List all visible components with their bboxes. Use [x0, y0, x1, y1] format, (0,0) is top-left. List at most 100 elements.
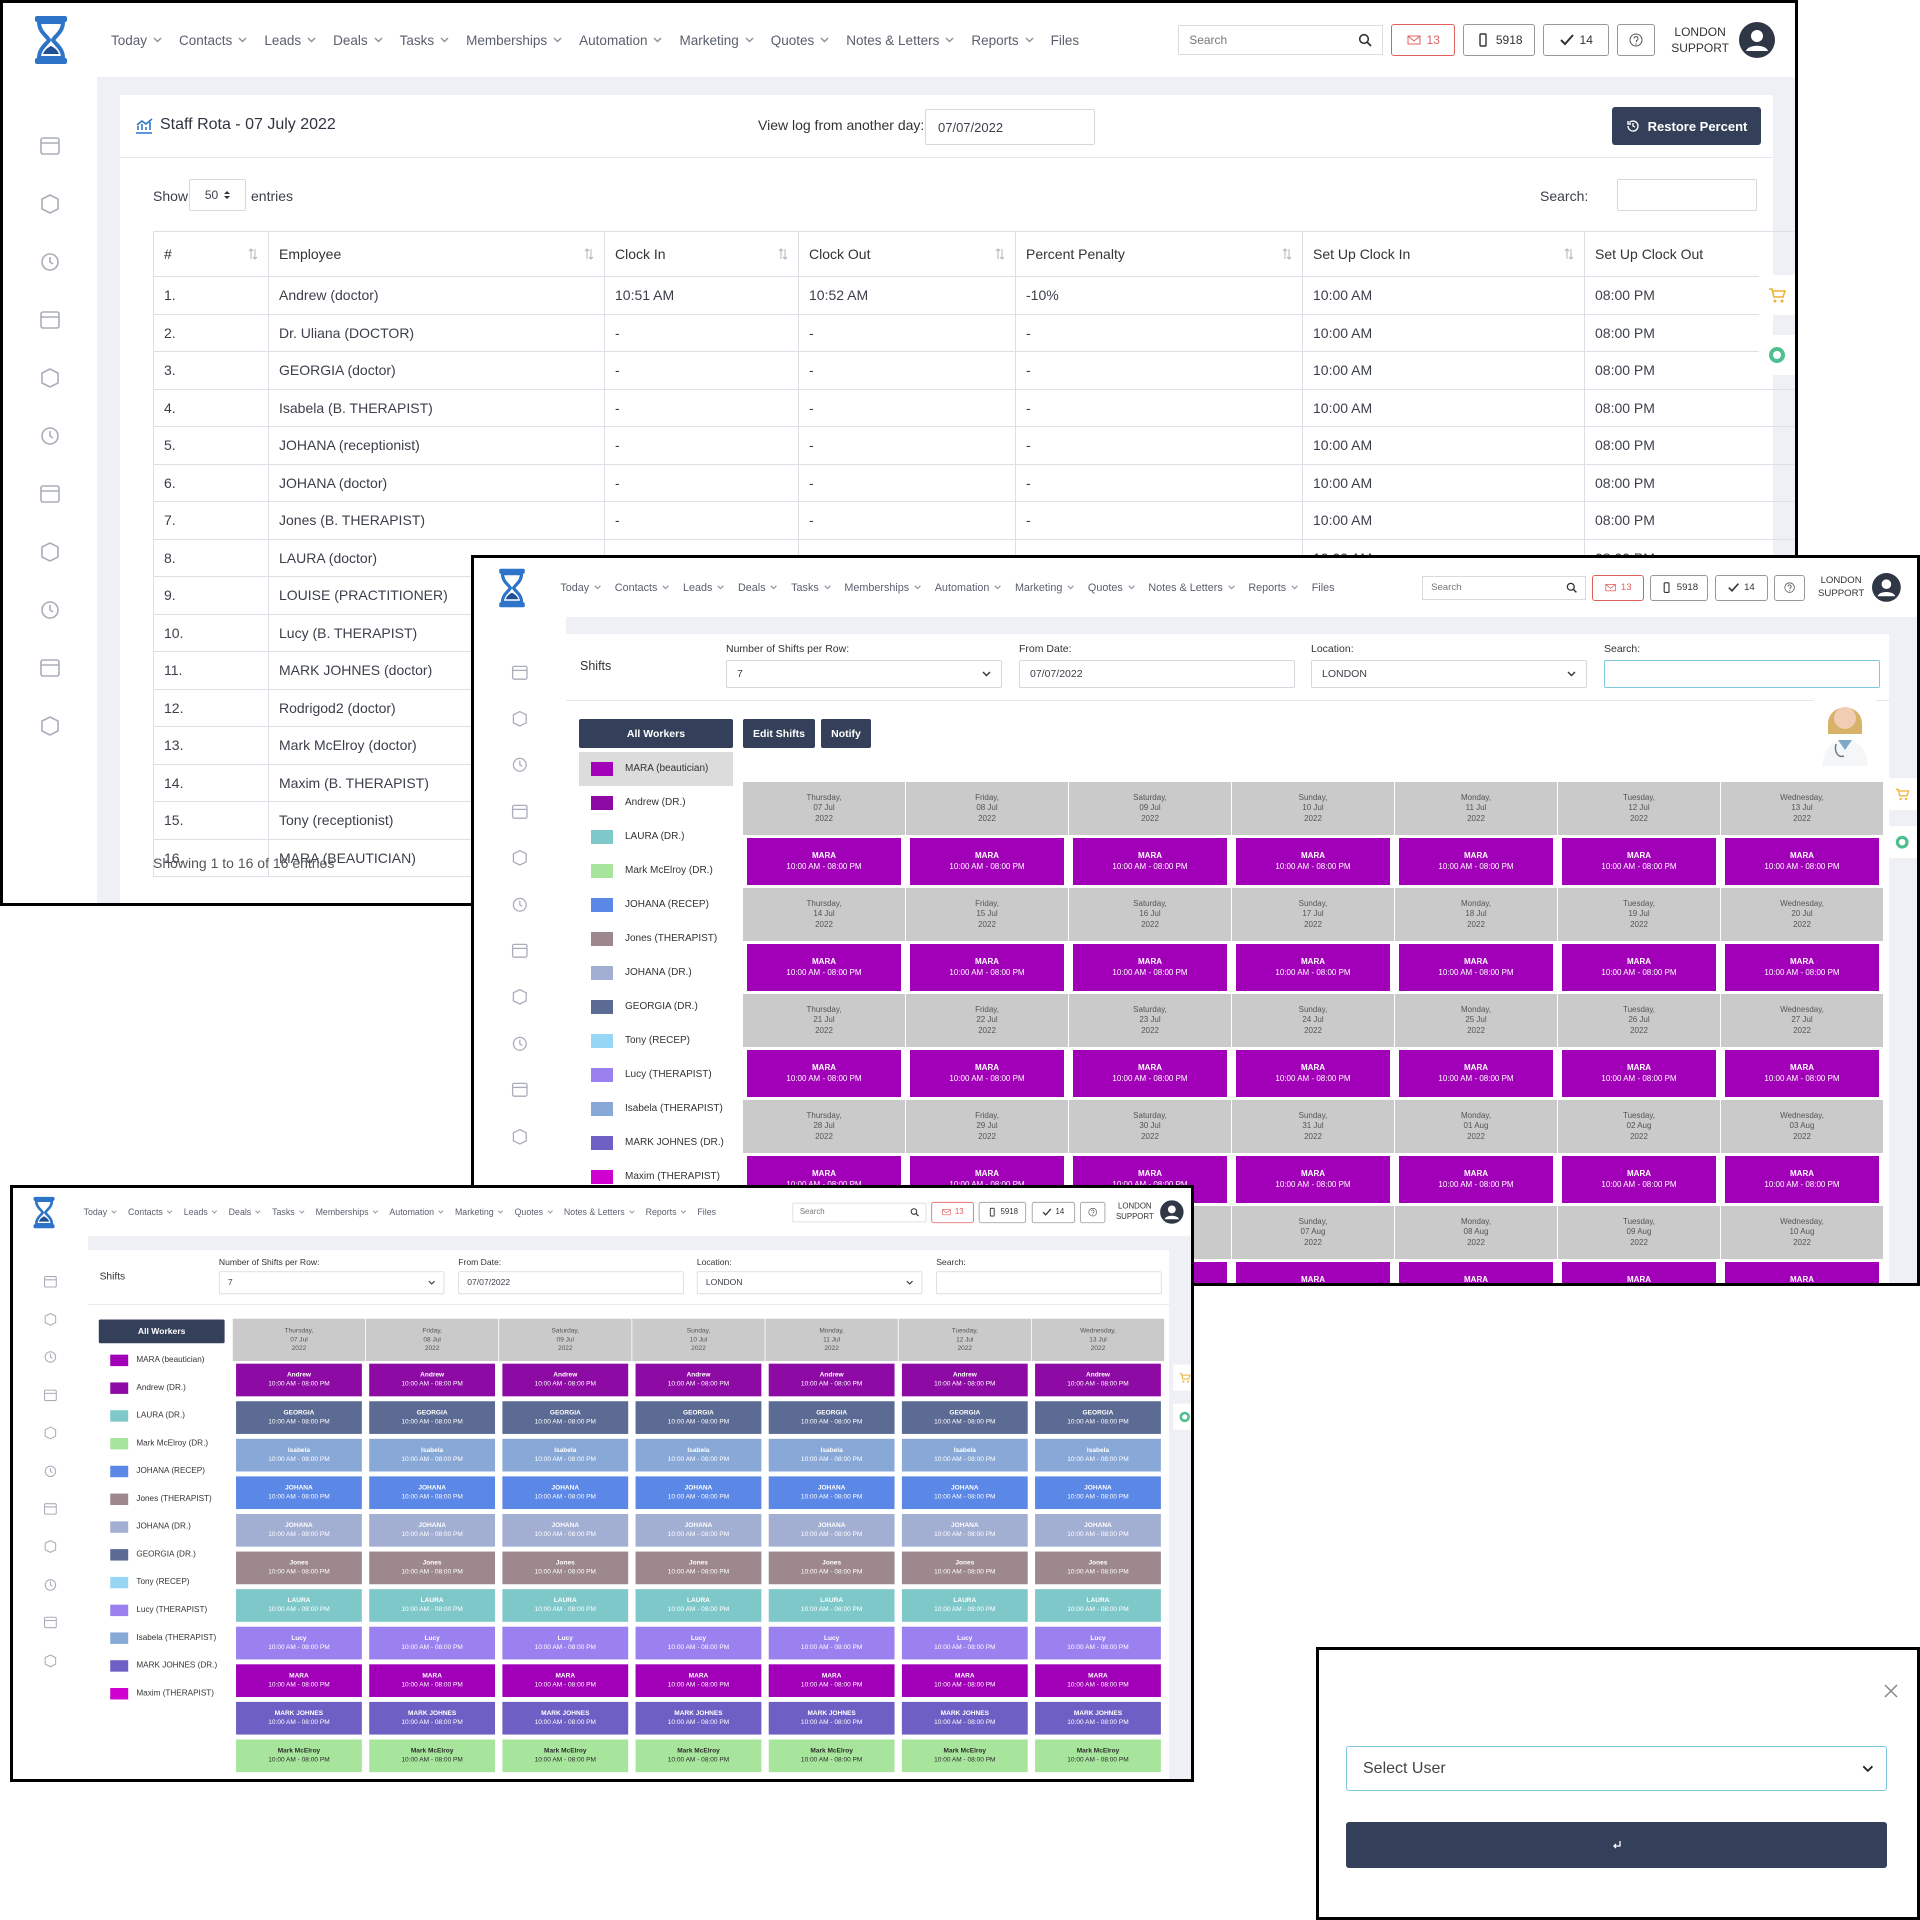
shift-cell[interactable]: Andrew 10:00 AM - 08:00 PM — [1031, 1361, 1165, 1399]
worker-item[interactable]: Tony (RECEP) — [579, 1024, 733, 1058]
shift-block[interactable]: JOHANA 10:00 AM - 08:00 PM — [1035, 1513, 1161, 1547]
nav-item[interactable]: Memberships — [844, 582, 921, 594]
nav-item[interactable]: Automation — [389, 1207, 444, 1217]
sidebar-icon[interactable] — [511, 1081, 529, 1099]
shift-cell[interactable]: Lucy 10:00 AM - 08:00 PM — [898, 1624, 1031, 1662]
worker-item[interactable]: Jones (THERAPIST) — [579, 922, 733, 956]
counter-button[interactable]: 5918 — [1650, 574, 1709, 601]
log-date-input[interactable]: 07/07/2022 — [925, 109, 1095, 145]
sidebar-icon[interactable] — [43, 1274, 57, 1288]
shift-block[interactable]: Lucy 10:00 AM - 08:00 PM — [502, 1626, 629, 1660]
shift-block[interactable]: Lucy 10:00 AM - 08:00 PM — [768, 1626, 895, 1660]
worker-name-text[interactable]: LAURA (DR.) — [136, 1411, 185, 1421]
shift-block[interactable]: Andrew 10:00 AM - 08:00 PM — [901, 1363, 1028, 1397]
sidebar-icon[interactable] — [39, 541, 61, 563]
column-header[interactable]: # — [153, 231, 269, 277]
filter-input[interactable]: LONDON — [1311, 660, 1587, 688]
shift-cell[interactable]: MARK JOHNES 10:00 AM - 08:00 PM — [365, 1699, 499, 1738]
shift-block[interactable]: Andrew 10:00 AM - 08:00 PM — [236, 1363, 362, 1397]
page-size-select[interactable]: 50 — [189, 179, 246, 211]
shift-block[interactable]: Isabela 10:00 AM - 08:00 PM — [768, 1438, 895, 1472]
column-header[interactable]: Employee — [268, 231, 605, 277]
shift-cell[interactable]: Mark McElroy 10:00 AM - 08:00 PM — [499, 1737, 632, 1775]
shift-block[interactable]: Mark McElroy 10:00 AM - 08:00 PM — [1035, 1739, 1161, 1773]
counter-value[interactable]: 13 — [954, 1207, 964, 1217]
page-size[interactable]: 50 — [204, 188, 219, 202]
nav-item[interactable]: Leads — [264, 33, 316, 48]
shift-block[interactable]: Mark McElroy 10:00 AM - 08:00 PM — [369, 1739, 496, 1773]
submit-button[interactable] — [1346, 1822, 1887, 1868]
sidebar-icon[interactable] — [43, 1653, 57, 1667]
shift-block[interactable]: Andrew 10:00 AM - 08:00 PM — [502, 1363, 629, 1397]
counter-button[interactable]: 14 — [1031, 1201, 1076, 1223]
counter-value[interactable]: 5918 — [1495, 33, 1523, 47]
worker-name-text[interactable]: JOHANA (RECEP) — [136, 1466, 205, 1476]
nav-item-label[interactable]: Reports — [971, 32, 1019, 48]
edit-shifts-button[interactable]: Edit Shifts — [743, 719, 815, 748]
shift-cell[interactable]: Lucy 10:00 AM - 08:00 PM — [765, 1624, 898, 1662]
shift-block[interactable]: Mark McElroy 10:00 AM - 08:00 PM — [768, 1739, 895, 1773]
shift-cell[interactable]: JOHANA 10:00 AM - 08:00 PM — [1031, 1473, 1165, 1512]
filter-input[interactable]: 7 — [218, 1271, 445, 1295]
worker-item[interactable]: Maxim (THERAPIST) — [579, 1160, 733, 1194]
nav-item-label[interactable]: Marketing — [679, 32, 739, 48]
sidebar-icon[interactable] — [39, 657, 61, 679]
shift-cell[interactable]: MARK JOHNES 10:00 AM - 08:00 PM — [1031, 1699, 1165, 1738]
sidebar-icon[interactable] — [43, 1615, 57, 1629]
shift-cell[interactable]: Jones 10:00 AM - 08:00 PM — [632, 1549, 765, 1587]
shift-cell[interactable]: LAURA 10:00 AM - 08:00 PM — [232, 1586, 366, 1625]
whatsapp-button[interactable] — [1759, 335, 1795, 375]
worker-name-text[interactable]: Lucy (THERAPIST) — [625, 1069, 712, 1081]
nav-item-label[interactable]: Notes & Letters — [563, 1207, 625, 1218]
shift-cell[interactable]: GEORGIA 10:00 AM - 08:00 PM — [898, 1398, 1031, 1437]
search-box[interactable]: Search — [792, 1202, 927, 1222]
sidebar-icon[interactable] — [39, 715, 61, 737]
nav-item[interactable]: Contacts — [128, 1207, 173, 1217]
sidebar-icon[interactable] — [39, 193, 61, 215]
shift-cell[interactable]: Andrew 10:00 AM - 08:00 PM — [765, 1361, 898, 1399]
nav-item[interactable]: Notes & Letters — [564, 1207, 635, 1217]
shift-cell[interactable]: Andrew 10:00 AM - 08:00 PM — [898, 1361, 1031, 1399]
shift-block[interactable]: Isabela 10:00 AM - 08:00 PM — [236, 1438, 362, 1472]
shift-cell[interactable]: Mark McElroy 10:00 AM - 08:00 PM — [765, 1737, 898, 1775]
nav-item[interactable]: Automation — [935, 582, 1002, 594]
nav-item[interactable]: Deals — [738, 582, 778, 594]
nav-item-label[interactable]: Reports — [645, 1207, 677, 1218]
counter-value[interactable]: 5918 — [1676, 582, 1699, 594]
nav-item-label[interactable]: Automation — [934, 581, 990, 594]
shift-cell[interactable]: GEORGIA 10:00 AM - 08:00 PM — [632, 1398, 765, 1437]
sidebar-icon[interactable] — [511, 803, 529, 821]
nav-item[interactable]: Deals — [229, 1207, 261, 1217]
sidebar-icon[interactable] — [511, 756, 529, 774]
sidebar-icon[interactable] — [39, 135, 61, 157]
shift-cell[interactable]: JOHANA 10:00 AM - 08:00 PM — [499, 1511, 632, 1550]
worker-item[interactable]: JOHANA (RECEP) — [99, 1458, 225, 1486]
shift-block[interactable]: Mark McElroy 10:00 AM - 08:00 PM — [502, 1739, 629, 1773]
counter-button[interactable]: 13 — [1592, 574, 1645, 601]
shift-block[interactable]: GEORGIA 10:00 AM - 08:00 PM — [768, 1401, 895, 1434]
nav-item[interactable]: Tasks — [791, 582, 831, 594]
counter-button[interactable]: 14 — [1543, 24, 1610, 56]
shift-block[interactable]: JOHANA 10:00 AM - 08:00 PM — [502, 1476, 629, 1510]
nav-item-label[interactable]: Today — [111, 32, 148, 48]
shift-cell[interactable]: Jones 10:00 AM - 08:00 PM — [499, 1549, 632, 1587]
shift-block[interactable]: MARK JOHNES 10:00 AM - 08:00 PM — [635, 1701, 762, 1735]
worker-name-text[interactable]: JOHANA (DR.) — [625, 967, 692, 979]
shift-block[interactable]: JOHANA 10:00 AM - 08:00 PM — [236, 1476, 362, 1510]
worker-item[interactable]: Jones (THERAPIST) — [99, 1485, 225, 1513]
shift-block[interactable]: Lucy 10:00 AM - 08:00 PM — [1035, 1626, 1161, 1660]
